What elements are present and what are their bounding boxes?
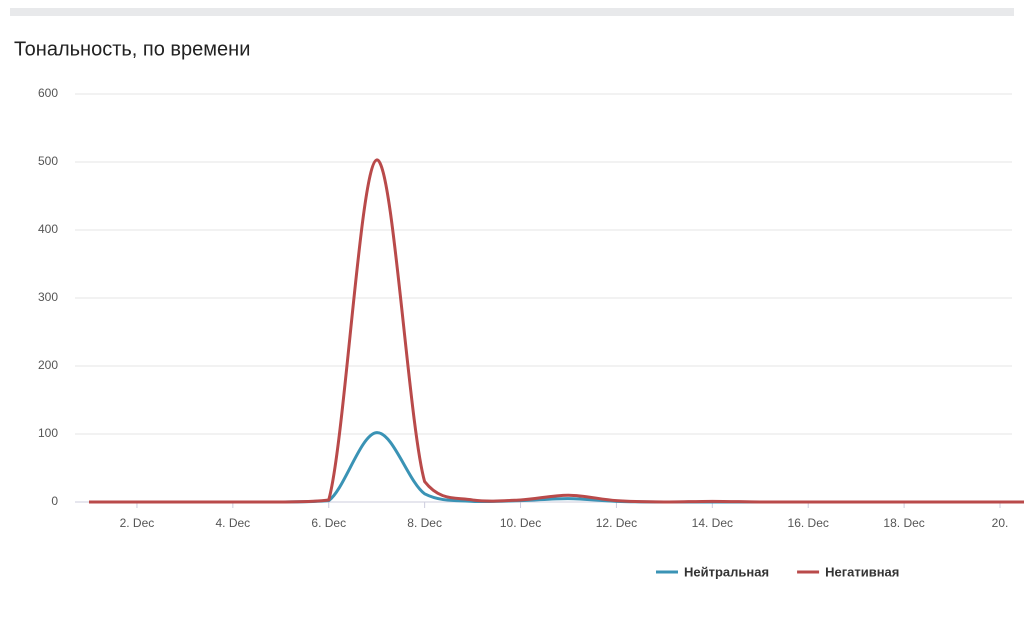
y-tick-label: 600 bbox=[38, 86, 58, 100]
x-tick-label: 10. Dec bbox=[500, 516, 541, 530]
x-tick-label: 8. Dec bbox=[407, 516, 442, 530]
y-tick-label: 400 bbox=[38, 222, 58, 236]
x-tick-label: 14. Dec bbox=[692, 516, 733, 530]
x-tick-label: 12. Dec bbox=[596, 516, 637, 530]
series-line bbox=[89, 158, 1024, 504]
x-tick-label: 18. Dec bbox=[883, 516, 924, 530]
legend-label: Нейтральная bbox=[684, 564, 769, 579]
chart-title: Тональность, по времени bbox=[14, 38, 250, 60]
legend-label: Негативная bbox=[825, 564, 899, 579]
x-tick-label: 20. bbox=[992, 516, 1009, 530]
x-tick-label: 4. Dec bbox=[216, 516, 251, 530]
y-tick-label: 500 bbox=[38, 154, 58, 168]
x-tick-label: 16. Dec bbox=[788, 516, 829, 530]
series-line bbox=[89, 431, 1024, 504]
x-tick-label: 6. Dec bbox=[311, 516, 346, 530]
y-tick-label: 300 bbox=[38, 290, 58, 304]
y-tick-label: 100 bbox=[38, 426, 58, 440]
x-tick-label: 2. Dec bbox=[120, 516, 155, 530]
y-tick-label: 200 bbox=[38, 358, 58, 372]
top-bar bbox=[10, 8, 1014, 16]
y-tick-label: 0 bbox=[51, 494, 58, 508]
